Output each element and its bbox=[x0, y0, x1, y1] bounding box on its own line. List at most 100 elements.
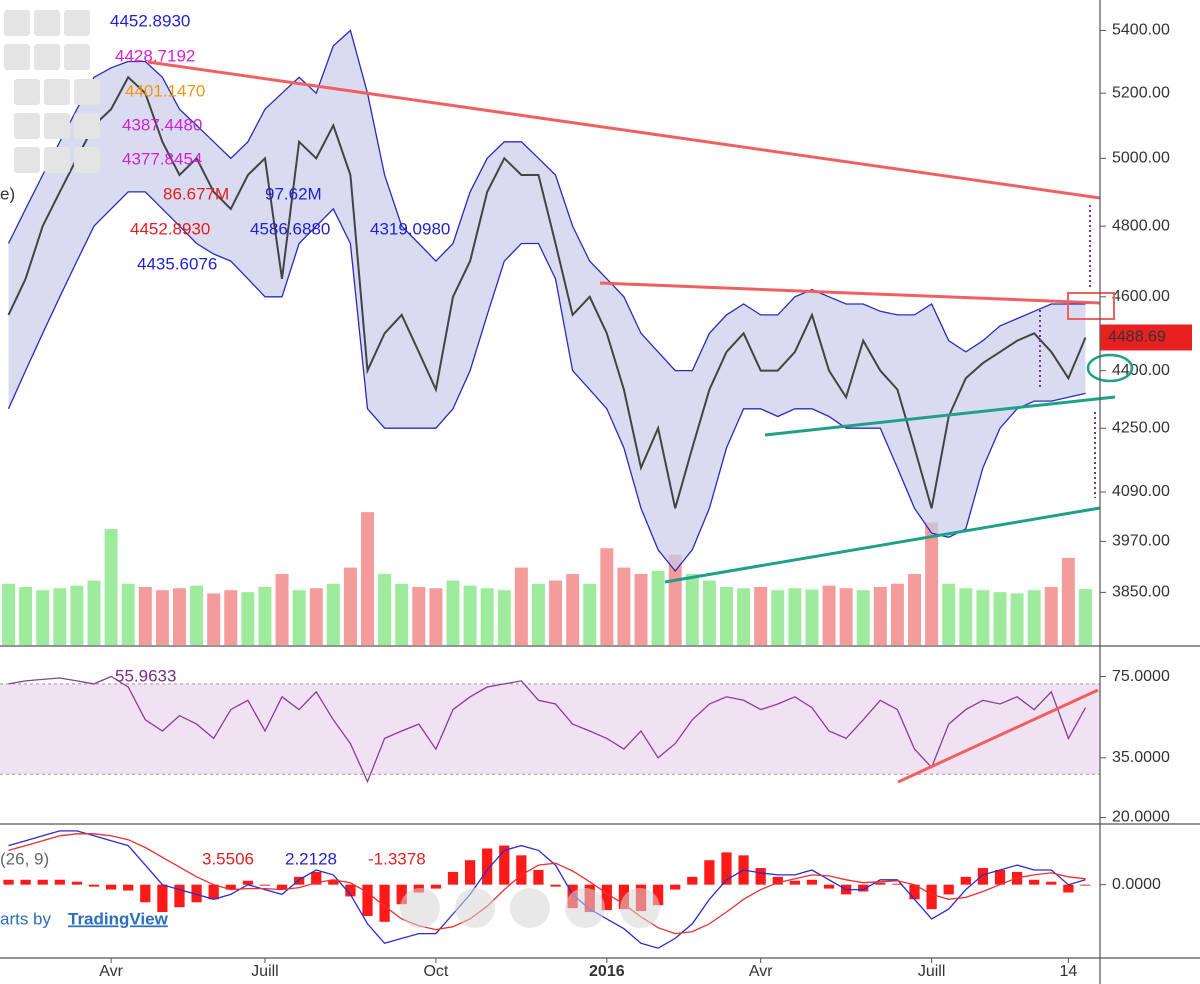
drawings bbox=[147, 60, 1134, 784]
series-line bbox=[8, 675, 1087, 784]
plot-layers: 5400.00 5200.00 5000.00 4800.00 4600.00 4400.… bbox=[0, 11, 1192, 980]
histogram-bar bbox=[140, 884, 151, 903]
volume-bar bbox=[190, 585, 204, 645]
icon[interactable] bbox=[4, 10, 30, 36]
histogram-bar bbox=[259, 884, 271, 886]
volume-bar bbox=[463, 585, 477, 645]
histogram-bar bbox=[550, 884, 561, 887]
volume-bar bbox=[1044, 586, 1058, 645]
icon[interactable] bbox=[34, 44, 60, 70]
indicator-value: 4319.0980 bbox=[370, 219, 450, 238]
volume-bar bbox=[993, 592, 1007, 645]
icon[interactable] bbox=[34, 10, 60, 36]
volume-bar bbox=[908, 574, 922, 645]
histogram-bar bbox=[3, 879, 14, 885]
volume-bar bbox=[788, 588, 802, 645]
volume-bar bbox=[719, 586, 733, 645]
icon[interactable] bbox=[74, 113, 100, 139]
x-tick-label: Avr bbox=[749, 963, 773, 980]
histogram-bar bbox=[20, 879, 31, 885]
measure-arrows bbox=[1039, 205, 1096, 498]
trend-line bbox=[599, 281, 1101, 305]
histogram-bar bbox=[516, 855, 527, 885]
histogram-bar bbox=[71, 881, 83, 885]
x-tick-label: Avr bbox=[99, 963, 123, 980]
icon[interactable] bbox=[44, 79, 70, 105]
histogram-bar bbox=[174, 884, 185, 908]
trend-line bbox=[664, 506, 1101, 584]
indicator-value: 4452.8930 bbox=[130, 219, 210, 238]
histogram-bar bbox=[464, 860, 476, 885]
volume-bar bbox=[292, 590, 306, 645]
y-tick-label: 75.0000 bbox=[1112, 668, 1170, 685]
histogram-bar bbox=[977, 868, 989, 885]
x-tick-label: Juill bbox=[918, 963, 946, 980]
y-tick-label: 4250.00 bbox=[1112, 419, 1170, 436]
y-tick-label: 5200.00 bbox=[1112, 84, 1170, 101]
histogram-bar bbox=[1080, 884, 1091, 886]
histogram-bar bbox=[191, 884, 202, 903]
indicator-value: 86.677M bbox=[163, 184, 229, 203]
volume-bar bbox=[873, 586, 887, 645]
volume-bar bbox=[155, 590, 169, 645]
icon[interactable] bbox=[4, 44, 30, 70]
icon[interactable] bbox=[14, 79, 40, 105]
volume-bar bbox=[549, 580, 563, 645]
volume-bar bbox=[1078, 589, 1092, 645]
icon[interactable] bbox=[44, 147, 70, 173]
zoom-in-button[interactable] bbox=[565, 888, 605, 928]
histogram-bar bbox=[499, 845, 510, 885]
volume-bar bbox=[361, 512, 375, 645]
zoom-out-button[interactable] bbox=[455, 888, 495, 928]
indicator-value: (26, 9) bbox=[0, 849, 49, 868]
histogram-bar bbox=[157, 884, 168, 913]
histogram-bar bbox=[37, 879, 48, 885]
volume-bar bbox=[1027, 590, 1041, 645]
indicator-value: 55.9633 bbox=[115, 666, 176, 685]
indicator-value: 4435.6076 bbox=[137, 254, 217, 273]
volume-bar bbox=[651, 570, 665, 645]
y-tick-label: 3850.00 bbox=[1112, 584, 1170, 601]
volume-bar bbox=[224, 590, 238, 645]
histogram-bar bbox=[721, 852, 732, 885]
histogram-bar bbox=[482, 848, 493, 885]
series-line bbox=[8, 833, 1086, 935]
volume-bar bbox=[771, 590, 785, 645]
histogram-bar bbox=[823, 884, 835, 889]
scroll-left-button[interactable] bbox=[400, 888, 440, 928]
y-tick-label: 0.0000 bbox=[1112, 876, 1161, 893]
reset-button[interactable] bbox=[510, 888, 550, 928]
histogram-bar bbox=[533, 870, 544, 885]
histogram-bar bbox=[294, 876, 305, 885]
icon[interactable] bbox=[44, 113, 70, 139]
y-tick-label: 4400.00 bbox=[1112, 362, 1170, 379]
icon[interactable] bbox=[64, 10, 90, 36]
indicator-value: 4387.4480 bbox=[122, 115, 202, 134]
histogram-bar bbox=[892, 883, 903, 885]
icon[interactable] bbox=[74, 79, 100, 105]
histogram-bar bbox=[909, 884, 920, 900]
y-tick-label: 4600.00 bbox=[1112, 288, 1170, 305]
histogram-bar bbox=[601, 884, 612, 911]
volume-bar bbox=[70, 585, 84, 645]
volume-bar bbox=[19, 586, 33, 645]
band-fill bbox=[8, 30, 1086, 571]
indicator-value: -1.3378 bbox=[368, 849, 426, 868]
series-line bbox=[7, 29, 1086, 372]
histogram-bar bbox=[994, 870, 1006, 885]
scroll-right-button[interactable] bbox=[620, 888, 660, 928]
volume-bar bbox=[87, 580, 101, 645]
icon[interactable] bbox=[64, 44, 90, 70]
highlight-ellipse bbox=[1086, 353, 1134, 383]
volume-bar bbox=[617, 567, 631, 645]
volume-bar bbox=[121, 583, 135, 645]
indicator-value: 4428.7192 bbox=[115, 46, 195, 65]
histogram-bar bbox=[208, 884, 219, 900]
volume-bar bbox=[976, 590, 990, 645]
icon[interactable] bbox=[14, 147, 40, 173]
x-tick-label: 14 bbox=[1059, 963, 1077, 980]
credit-link[interactable]: TradingView bbox=[68, 909, 169, 928]
y-tick-label: 4090.00 bbox=[1112, 483, 1170, 500]
icon[interactable] bbox=[74, 147, 100, 173]
icon[interactable] bbox=[14, 113, 40, 139]
